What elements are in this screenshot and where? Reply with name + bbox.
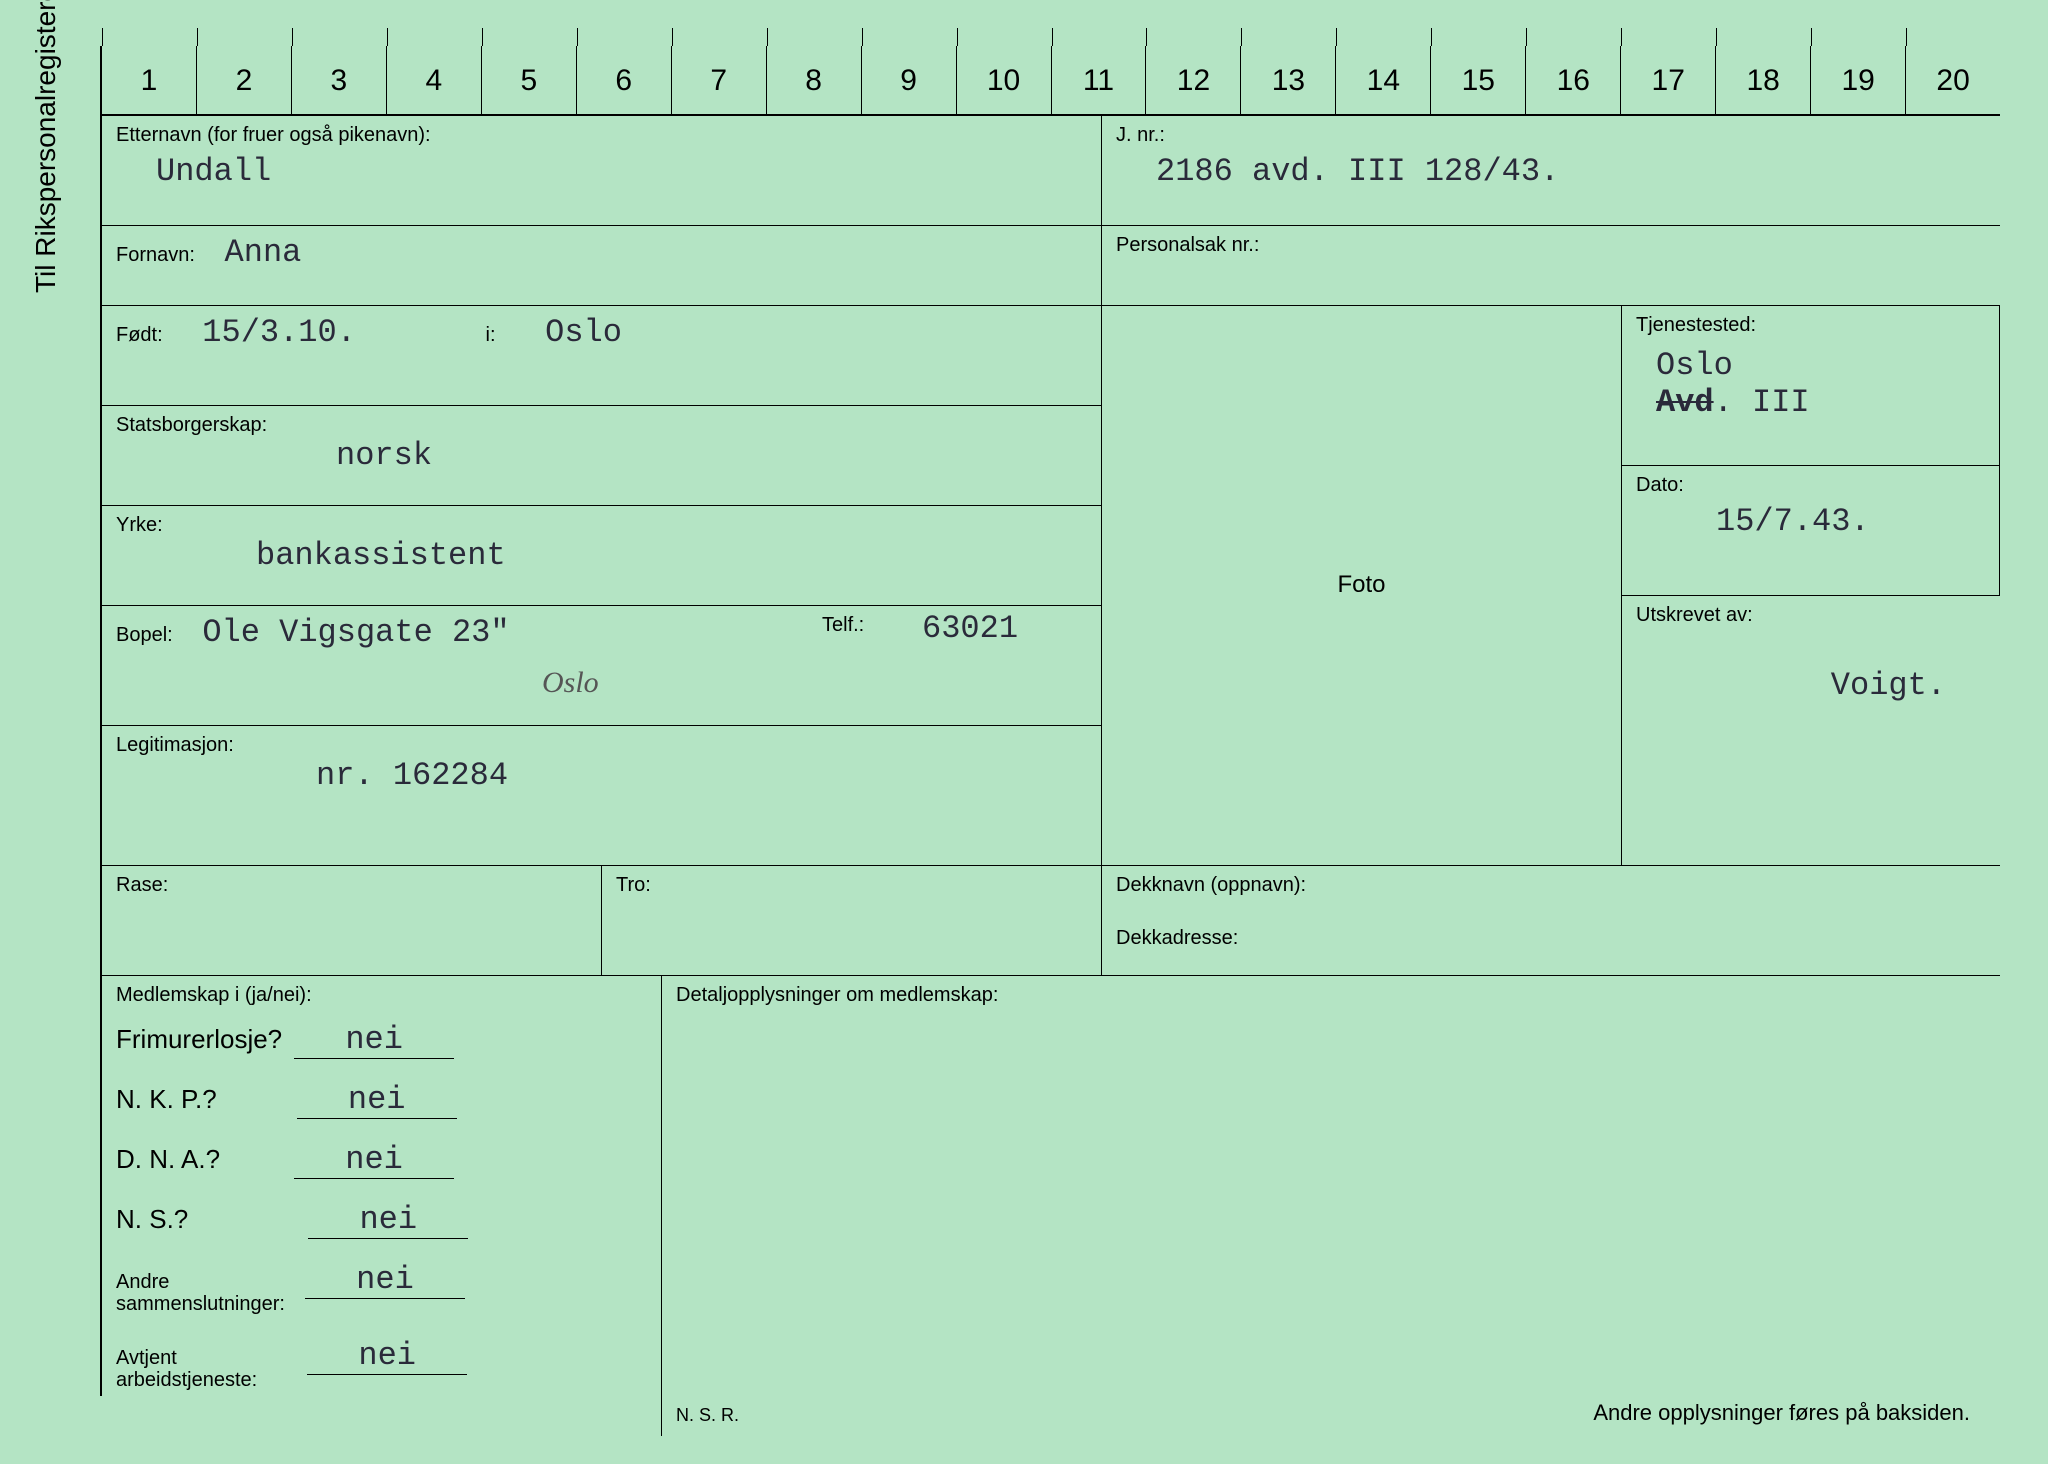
ruler-cell: 20 xyxy=(1906,46,2000,114)
value-bopel-handwritten: Oslo xyxy=(542,666,599,700)
label-yrke: Yrke: xyxy=(116,514,1087,537)
label-fodt: Født: xyxy=(116,324,163,346)
value-frimurer: nei xyxy=(294,1021,454,1059)
ruler-cell: 17 xyxy=(1621,46,1716,114)
label-dna: D. N. A.? xyxy=(116,1144,220,1175)
field-detaljer: Detaljopplysninger om medlemskap: N. S. … xyxy=(662,976,2000,1436)
ruler-cell: 10 xyxy=(957,46,1052,114)
value-utskrevet: Voigt. xyxy=(1636,667,1986,704)
field-personalsak: Personalsak nr.: xyxy=(1102,226,2000,305)
label-jnr: J. nr.: xyxy=(1116,124,1986,147)
label-frimurer: Frimurerlosje? xyxy=(116,1024,282,1055)
label-personalsak: Personalsak nr.: xyxy=(1116,234,1986,257)
value-telf: 63021 xyxy=(922,610,1018,647)
label-i: i: xyxy=(486,324,496,346)
row-ns: N. S.? nei xyxy=(116,1201,647,1239)
label-dekknavn: Dekknavn (oppnavn): xyxy=(1116,874,1986,897)
label-tro: Tro: xyxy=(616,874,1087,897)
value-fornavn: Anna xyxy=(225,234,302,271)
value-etternavn: Undall xyxy=(116,153,1087,190)
value-statsborgerskap: norsk xyxy=(116,437,1087,474)
label-ns: N. S.? xyxy=(116,1204,188,1235)
field-utskrevet: Utskrevet av: Voigt. xyxy=(1622,596,2000,865)
value-tjenestested-1: Oslo xyxy=(1636,347,1985,384)
value-bopel: Ole Vigsgate 23" xyxy=(202,614,509,651)
field-bopel: Bopel: Ole Vigsgate 23" Telf.: 63021 Osl… xyxy=(102,606,1102,726)
field-tjenestested: Tjenestested: Oslo Avd. III xyxy=(1622,306,2000,466)
value-tjenestested-2a: Avd xyxy=(1656,384,1714,421)
value-avtjent: nei xyxy=(307,1337,467,1375)
field-fornavn: Fornavn: Anna xyxy=(102,226,1102,305)
field-yrke: Yrke: bankassistent xyxy=(102,506,1102,606)
field-tro: Tro: xyxy=(602,866,1102,975)
field-medlemskap: Medlemskap i (ja/nei): Frimurerlosje? ne… xyxy=(102,976,662,1436)
row-frimurer: Frimurerlosje? nei xyxy=(116,1021,647,1059)
field-statsborgerskap: Statsborgerskap: norsk xyxy=(102,406,1102,506)
label-statsborgerskap: Statsborgerskap: xyxy=(116,414,1087,437)
label-legitimasjon: Legitimasjon: xyxy=(116,734,1087,757)
row-andre-samm: Andre sammenslutninger: nei xyxy=(116,1261,647,1315)
label-bopel: Bopel: xyxy=(116,624,173,646)
ruler-cell: 1 xyxy=(102,46,197,114)
ruler-cell: 5 xyxy=(482,46,577,114)
label-dato: Dato: xyxy=(1636,474,1985,497)
value-fodt: 15/3.10. xyxy=(202,314,356,351)
label-detaljer: Detaljopplysninger om medlemskap: xyxy=(676,984,1986,1007)
label-tjenestested: Tjenestested: xyxy=(1636,314,1985,337)
field-legitimasjon: Legitimasjon: nr. 162284 xyxy=(102,726,1102,865)
value-tjenestested-2b: . III xyxy=(1714,384,1810,421)
label-rase: Rase: xyxy=(116,874,587,897)
value-jnr: 2186 avd. III 128/43. xyxy=(1116,153,1986,190)
label-andre-samm: Andre sammenslutninger: xyxy=(116,1271,285,1315)
field-rase: Rase: xyxy=(102,866,602,975)
ruler-cell: 11 xyxy=(1052,46,1147,114)
label-fornavn: Fornavn: xyxy=(116,244,195,266)
field-dekk: Dekknavn (oppnavn): Dekkadresse: xyxy=(1102,866,2000,975)
ruler-cell: 13 xyxy=(1241,46,1336,114)
ruler-cell: 4 xyxy=(387,46,482,114)
ruler-cell: 6 xyxy=(577,46,672,114)
label-utskrevet: Utskrevet av: xyxy=(1636,604,1986,627)
ruler-cell: 14 xyxy=(1336,46,1431,114)
value-dna: nei xyxy=(294,1141,454,1179)
value-andre-samm: nei xyxy=(305,1261,465,1299)
form-card: 1 2 3 4 5 6 7 8 9 10 11 12 13 14 15 16 1… xyxy=(100,46,2000,1396)
field-jnr: J. nr.: 2186 avd. III 128/43. xyxy=(1102,116,2000,225)
label-foto: Foto xyxy=(1337,571,1385,599)
row-avtjent: Avtjent arbeidstjeneste: nei xyxy=(116,1337,647,1391)
label-nsr: N. S. R. xyxy=(676,1405,739,1426)
ruler-cell: 9 xyxy=(862,46,957,114)
ruler-cell: 12 xyxy=(1146,46,1241,114)
field-fodt: Født: 15/3.10. i: Oslo xyxy=(102,306,1102,406)
label-medlemskap: Medlemskap i (ja/nei): xyxy=(116,984,647,1007)
ruler-cell: 18 xyxy=(1716,46,1811,114)
label-avtjent: Avtjent arbeidstjeneste: xyxy=(116,1347,257,1391)
label-dekkadresse: Dekkadresse: xyxy=(1116,927,1986,950)
ruler-cell: 2 xyxy=(197,46,292,114)
ruler-cell: 8 xyxy=(767,46,862,114)
field-foto: Foto xyxy=(1102,306,1622,865)
ruler-cell: 7 xyxy=(672,46,767,114)
label-bakside: Andre opplysninger føres på baksiden. xyxy=(1593,1400,1970,1426)
label-etternavn: Etternavn (for fruer også pikenavn): xyxy=(116,124,1087,147)
ruler-cell: 19 xyxy=(1811,46,1906,114)
field-etternavn: Etternavn (for fruer også pikenavn): Und… xyxy=(102,116,1102,225)
field-dato: Dato: 15/7.43. xyxy=(1622,466,2000,596)
label-nkp: N. K. P.? xyxy=(116,1084,217,1115)
value-yrke: bankassistent xyxy=(116,537,1087,574)
ruler: 1 2 3 4 5 6 7 8 9 10 11 12 13 14 15 16 1… xyxy=(102,46,2000,116)
value-dato: 15/7.43. xyxy=(1636,503,1985,540)
value-legitimasjon: nr. 162284 xyxy=(116,757,1087,794)
ruler-cell: 16 xyxy=(1526,46,1621,114)
ruler-cell: 3 xyxy=(292,46,387,114)
row-nkp: N. K. P.? nei xyxy=(116,1081,647,1119)
value-ns: nei xyxy=(308,1201,468,1239)
label-telf: Telf.: xyxy=(822,614,864,637)
value-fodt-i: Oslo xyxy=(545,314,622,351)
value-nkp: nei xyxy=(297,1081,457,1119)
side-title: Til Rikspersonalregisteret for anmeldte. xyxy=(30,0,62,400)
row-dna: D. N. A.? nei xyxy=(116,1141,647,1179)
ruler-cell: 15 xyxy=(1431,46,1526,114)
